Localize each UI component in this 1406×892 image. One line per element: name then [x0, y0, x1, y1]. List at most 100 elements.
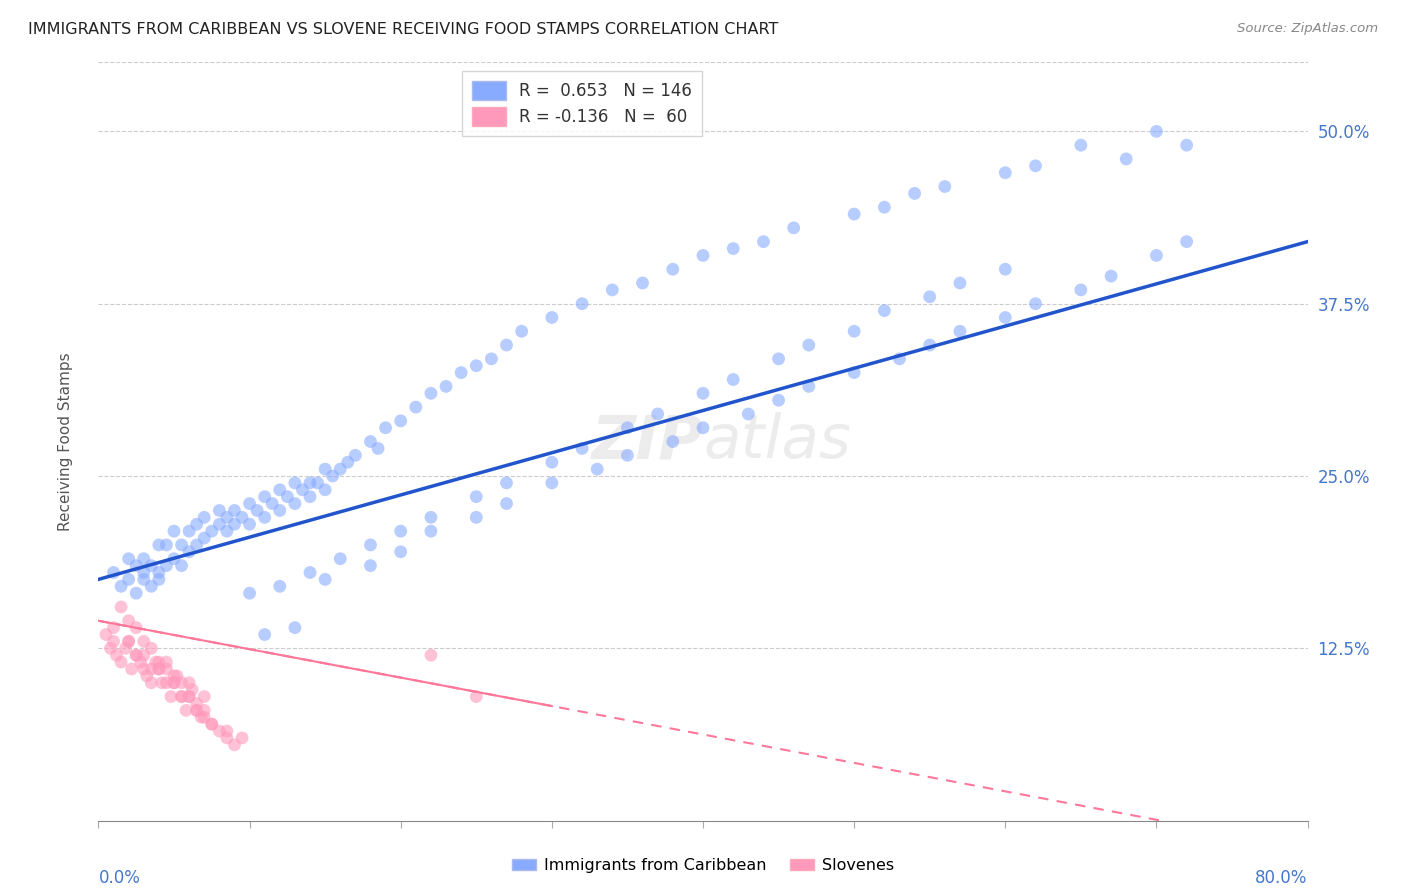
Point: [125, 558, 148, 573]
Point: [239, 517, 262, 532]
Point: [170, 690, 193, 704]
Text: IMMIGRANTS FROM CARIBBEAN VS SLOVENE RECEIVING FOOD STAMPS CORRELATION CHART: IMMIGRANTS FROM CARIBBEAN VS SLOVENE REC…: [28, 22, 779, 37]
Point: [949, 324, 972, 338]
Point: [129, 655, 152, 669]
Point: [284, 497, 307, 511]
Point: [224, 503, 246, 517]
Legend: R =  0.653   N = 146, R = -0.136   N =  60: R = 0.653 N = 146, R = -0.136 N = 60: [463, 70, 702, 136]
Point: [132, 573, 155, 587]
Point: [389, 414, 412, 428]
Point: [844, 324, 866, 338]
Point: [873, 200, 896, 214]
Point: [571, 296, 593, 310]
Point: [94, 627, 117, 641]
Point: [918, 290, 941, 304]
Point: [420, 648, 443, 663]
Point: [121, 662, 143, 676]
Point: [284, 621, 307, 635]
Point: [420, 510, 443, 524]
Point: [148, 573, 170, 587]
Point: [160, 690, 183, 704]
Point: [170, 675, 193, 690]
Text: 0.0%: 0.0%: [98, 869, 141, 887]
Point: [768, 393, 790, 408]
Point: [166, 669, 188, 683]
Point: [132, 662, 155, 676]
Point: [284, 475, 307, 490]
Point: [540, 475, 562, 490]
Point: [170, 690, 193, 704]
Point: [163, 675, 186, 690]
Point: [262, 497, 284, 511]
Point: [125, 648, 148, 663]
Y-axis label: Receiving Food Stamps: Receiving Food Stamps: [58, 352, 73, 531]
Point: [510, 324, 533, 338]
Point: [110, 579, 132, 593]
Point: [155, 538, 177, 552]
Point: [125, 621, 148, 635]
Point: [420, 524, 443, 538]
Point: [215, 524, 238, 538]
Point: [1175, 235, 1198, 249]
Point: [1115, 152, 1137, 166]
Point: [125, 648, 148, 663]
Point: [179, 675, 201, 690]
Point: [141, 662, 163, 676]
Point: [1175, 138, 1198, 153]
Point: [201, 717, 224, 731]
Point: [190, 710, 212, 724]
Point: [201, 524, 224, 538]
Point: [118, 573, 141, 587]
Point: [215, 510, 238, 524]
Point: [631, 276, 654, 290]
Point: [148, 662, 170, 676]
Point: [148, 566, 170, 580]
Point: [179, 545, 201, 559]
Point: [434, 379, 457, 393]
Point: [141, 675, 163, 690]
Point: [299, 490, 322, 504]
Point: [163, 675, 186, 690]
Point: [465, 690, 488, 704]
Point: [661, 434, 683, 449]
Point: [103, 634, 125, 648]
Point: [170, 558, 193, 573]
Point: [1144, 124, 1167, 138]
Point: [405, 400, 427, 414]
Point: [269, 503, 291, 517]
Point: [135, 669, 157, 683]
Point: [148, 662, 170, 676]
Point: [132, 566, 155, 580]
Legend: Immigrants from Caribbean, Slovenes: Immigrants from Caribbean, Slovenes: [505, 852, 901, 880]
Point: [299, 566, 322, 580]
Point: [949, 276, 972, 290]
Point: [844, 207, 866, 221]
Point: [231, 731, 253, 745]
Text: atlas: atlas: [703, 412, 851, 471]
Point: [150, 675, 173, 690]
Point: [465, 490, 488, 504]
Point: [768, 351, 790, 366]
Point: [170, 538, 193, 552]
Point: [1099, 269, 1122, 284]
Point: [299, 475, 322, 490]
Point: [155, 675, 177, 690]
Text: ZIP: ZIP: [591, 412, 703, 471]
Point: [360, 434, 382, 449]
Point: [360, 538, 382, 552]
Point: [336, 455, 359, 469]
Point: [571, 442, 593, 456]
Point: [201, 717, 224, 731]
Point: [307, 475, 329, 490]
Text: Source: ZipAtlas.com: Source: ZipAtlas.com: [1237, 22, 1378, 36]
Point: [132, 551, 155, 566]
Point: [179, 690, 201, 704]
Point: [148, 538, 170, 552]
Point: [186, 703, 208, 717]
Point: [208, 517, 231, 532]
Point: [253, 490, 276, 504]
Point: [155, 655, 177, 669]
Point: [141, 558, 163, 573]
Point: [1070, 138, 1092, 153]
Point: [616, 421, 638, 435]
